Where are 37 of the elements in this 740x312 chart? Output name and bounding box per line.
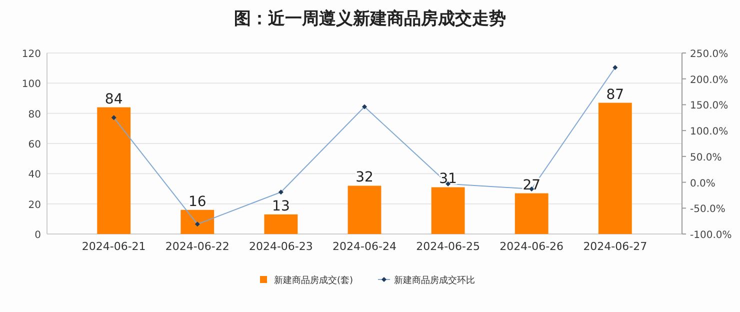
x-tick-label: 2024-06-27 (583, 240, 648, 253)
y2-tick-label: 150.0% (690, 100, 728, 112)
bar (598, 102, 632, 234)
y2-tick-label: -50.0% (690, 204, 726, 216)
y2-tick-label: 0.0% (690, 178, 716, 190)
y2-tick-label: -100.0% (690, 230, 732, 241)
y-tick-label: 80 (28, 109, 41, 120)
y2-tick-label: 100.0% (690, 126, 728, 138)
y-tick-label: 40 (28, 170, 41, 181)
data-label: 87 (606, 86, 624, 103)
data-label: 13 (272, 198, 290, 214)
y2-tick-label: 200.0% (690, 74, 728, 86)
bar (348, 186, 382, 234)
data-label: 84 (104, 91, 123, 108)
bar (180, 210, 214, 234)
chart-title: 图：近一周遵义新建商品房成交走势 (234, 9, 506, 29)
legend-label: 新建商品房成交(套) (274, 275, 354, 286)
y-tick-label: 120 (22, 49, 41, 60)
x-tick-label: 2024-06-22 (165, 240, 230, 253)
bar (514, 193, 548, 234)
x-tick-label: 2024-06-25 (416, 240, 480, 253)
x-tick-label: 2024-06-26 (500, 240, 564, 253)
data-label: 16 (188, 194, 206, 210)
x-tick-label: 2024-06-21 (82, 240, 146, 253)
x-tick-label: 2024-06-24 (332, 240, 396, 253)
bar (97, 107, 131, 234)
y2-tick-label: 250.0% (690, 49, 728, 60)
bar (431, 187, 465, 234)
y-tick-label: 100 (22, 79, 41, 90)
y-tick-label: 0 (34, 230, 41, 241)
y-tick-label: 60 (28, 140, 41, 150)
data-label: 32 (356, 170, 374, 186)
y-tick-label: 20 (28, 200, 41, 211)
legend-label: 新建商品房成交环比 (394, 275, 475, 286)
bar (264, 214, 298, 234)
x-tick-label: 2024-06-23 (248, 240, 313, 253)
y2-tick-label: 50.0% (690, 152, 722, 164)
